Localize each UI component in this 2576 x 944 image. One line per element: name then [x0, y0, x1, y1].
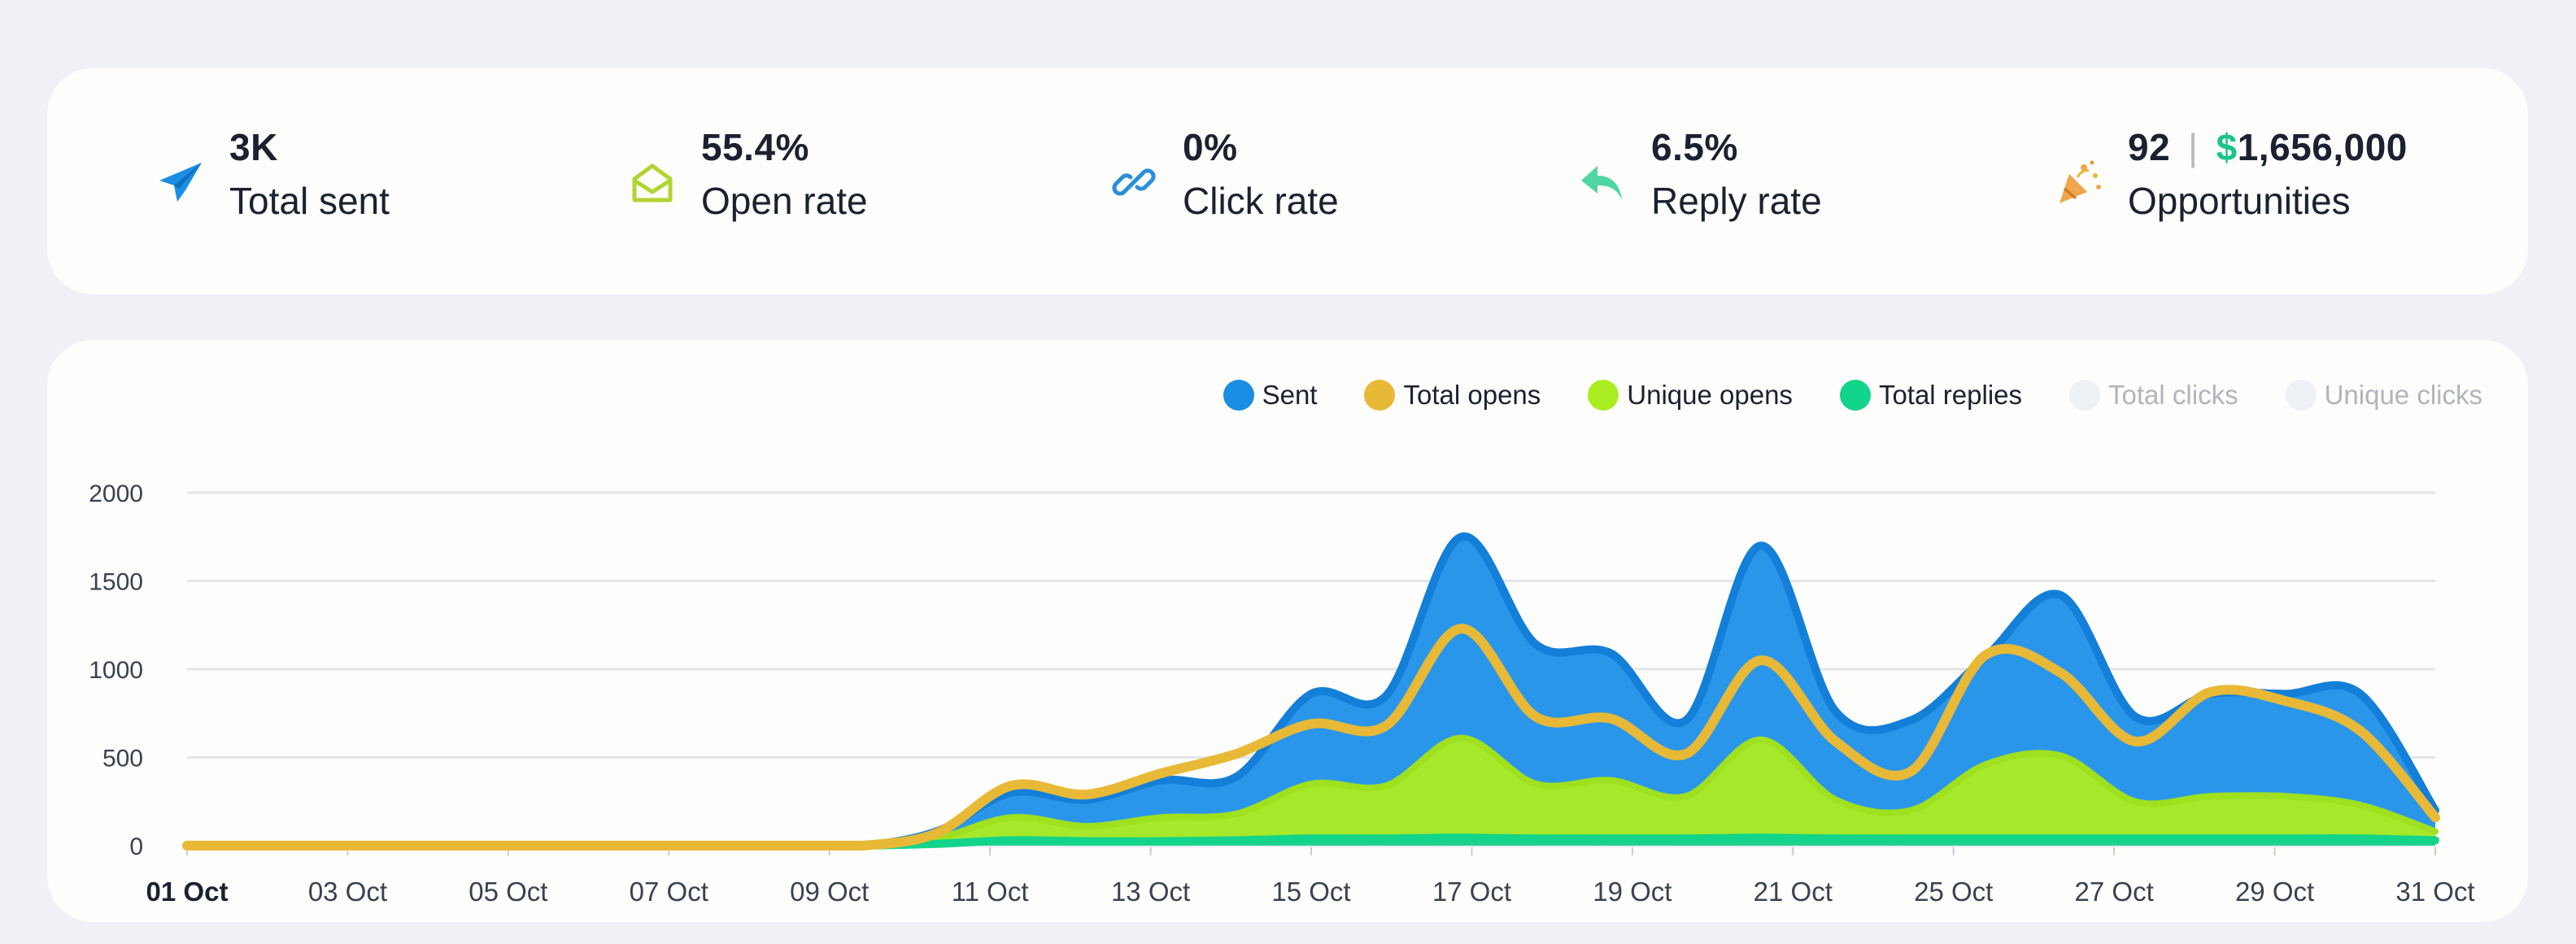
link-icon	[1112, 168, 1156, 196]
chart-legend: Sent Total opens Unique opens Total replies…	[1223, 377, 2482, 413]
opportunity-count: 92	[2128, 126, 2171, 168]
x-tick-label: 01 Oct	[146, 877, 229, 907]
stat-reply-rate[interactable]: 6.5% Reply rate	[1576, 125, 1918, 247]
stat-total-sent[interactable]: 3K Total sent	[155, 125, 496, 247]
stat-open-rate[interactable]: 55.4% Open rate	[626, 125, 968, 247]
stat-opportunities[interactable]: 92 | $1,656,000 Opportunities	[2053, 125, 2476, 247]
legend-swatch	[1364, 380, 1396, 411]
legend-item-total-replies[interactable]: Total replies	[1839, 380, 2023, 411]
x-tick-label: 31 Oct	[2395, 877, 2474, 907]
legend-item-unique-clicks[interactable]: Unique clicks	[2285, 380, 2482, 411]
x-tick-label: 21 Oct	[1754, 877, 1833, 907]
stat-value: 92 | $1,656,000	[2128, 125, 2408, 169]
x-tick-label: 29 Oct	[2235, 877, 2314, 907]
x-tick-label: 09 Oct	[790, 877, 869, 907]
y-tick-label: 1500	[89, 569, 143, 596]
legend-swatch	[1839, 380, 1871, 411]
legend-label: Total opens	[1403, 380, 1541, 410]
stat-label: Total sent	[229, 180, 390, 222]
legend-label: Total replies	[1878, 380, 2023, 410]
paper-plane-icon	[159, 163, 202, 202]
currency-symbol: $	[2216, 126, 2238, 168]
x-tick-label: 17 Oct	[1432, 877, 1511, 907]
reply-arrow-icon	[1581, 166, 1622, 200]
opportunity-amount: 1,656,000	[2237, 126, 2408, 168]
y-tick-label: 1000	[89, 657, 143, 684]
x-tick-label: 25 Oct	[1914, 877, 1993, 907]
open-envelope-icon	[632, 163, 673, 202]
stat-label: Opportunities	[2128, 180, 2351, 222]
party-popper-icon	[2059, 160, 2101, 203]
stat-value: 0%	[1183, 126, 1238, 168]
stat-value: 6.5%	[1651, 126, 1738, 168]
x-tick-label: 03 Oct	[308, 877, 387, 907]
legend-item-sent[interactable]: Sent	[1223, 380, 1318, 411]
legend-item-total-clicks[interactable]: Total clicks	[2069, 380, 2238, 411]
series-area-unique-opens	[187, 737, 2435, 846]
y-tick-label: 500	[102, 746, 143, 772]
x-tick-label: 07 Oct	[630, 877, 708, 907]
stat-label: Click rate	[1183, 180, 1339, 222]
stat-label: Open rate	[701, 180, 868, 222]
stat-label: Reply rate	[1651, 180, 1822, 222]
value-separator: |	[2188, 126, 2199, 168]
x-tick-label: 19 Oct	[1593, 877, 1672, 907]
chart-card: Sent Total opens Unique opens Total replies…	[47, 340, 2528, 922]
x-tick-label: 13 Oct	[1111, 877, 1190, 907]
legend-swatch	[2285, 380, 2317, 411]
y-tick-label: 0	[129, 833, 143, 860]
stat-value: 55.4%	[701, 126, 809, 168]
legend-label: Unique opens	[1627, 380, 1793, 410]
legend-swatch	[1588, 380, 1619, 411]
x-tick-label: 11 Oct	[952, 877, 1029, 907]
legend-label: Sent	[1262, 380, 1318, 410]
legend-label: Unique clicks	[2324, 380, 2482, 410]
stat-value: 3K	[229, 126, 278, 168]
legend-label: Total clicks	[2108, 380, 2238, 410]
stat-click-rate[interactable]: 0% Click rate	[1108, 125, 1449, 247]
y-tick-label: 2000	[89, 481, 143, 507]
chart-plot: 2000 1500 1000 500 001 Oct 03 Oct 05 Oct 07 Oct…	[89, 481, 2474, 907]
stats-card: 3K Total sent 55.4% Open rate 0% Click r…	[47, 68, 2528, 294]
legend-swatch	[2069, 380, 2101, 411]
legend-item-total-opens[interactable]: Total opens	[1364, 380, 1541, 411]
legend-swatch	[1223, 380, 1254, 411]
series-line-total-opens	[182, 624, 2440, 850]
x-tick-label: 15 Oct	[1271, 877, 1350, 907]
x-tick-label: 05 Oct	[469, 877, 547, 907]
x-tick-label: 27 Oct	[2075, 877, 2154, 907]
legend-item-unique-opens[interactable]: Unique opens	[1588, 380, 1793, 411]
